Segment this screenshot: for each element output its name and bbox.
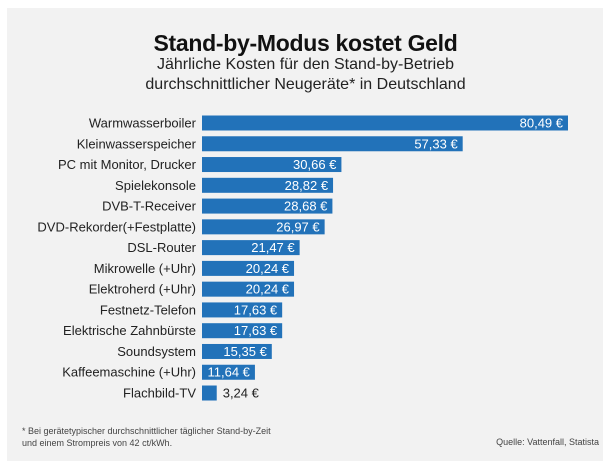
bar [202, 281, 295, 297]
footnote-line-1: * Bei gerätetypischer durchschnittlicher… [22, 426, 271, 436]
bar [202, 198, 333, 214]
category-label: DVD-Rekorder(+Festplatte) [37, 219, 196, 234]
chart-title: Stand-by-Modus kostet Geld [153, 30, 458, 56]
value-label: 28,68 € [284, 199, 328, 214]
chart-subtitle-line-1: Jährliche Kosten für den Stand-by-Betrie… [156, 56, 455, 73]
category-label: Elektroherd (+Uhr) [89, 282, 196, 297]
category-label: Warmwasserboiler [89, 116, 197, 131]
bar [202, 302, 283, 318]
category-label: Kaffeemaschine (+Uhr) [62, 365, 196, 380]
bar [202, 323, 283, 339]
value-label: 26,97 € [276, 219, 320, 234]
source-note: Quelle: Vattenfall, Statista [496, 437, 599, 447]
value-label: 30,66 € [293, 157, 337, 172]
category-label: Elektrische Zahnbürste [63, 323, 196, 338]
value-label: 57,33 € [414, 136, 458, 151]
bar [202, 157, 342, 173]
bar [202, 385, 217, 401]
category-label: PC mit Monitor, Drucker [58, 157, 197, 172]
value-label: 20,24 € [246, 261, 290, 276]
value-label: 17,63 € [234, 323, 278, 338]
category-label: DSL-Router [127, 240, 196, 255]
value-label: 21,47 € [251, 240, 295, 255]
bar [202, 136, 463, 152]
bar [202, 240, 300, 256]
category-label: Kleinwasserspeicher [77, 136, 197, 151]
footnote-line-2: und einem Strompreis von 42 ct/kWh. [22, 438, 173, 448]
category-label: Mikrowelle (+Uhr) [94, 261, 196, 276]
chart-card [7, 8, 603, 461]
bar [202, 115, 568, 131]
category-label: Flachbild-TV [123, 386, 196, 401]
category-label: DVB-T-Receiver [102, 199, 197, 214]
category-label: Festnetz-Telefon [100, 302, 196, 317]
footnote: * Bei gerätetypischer durchschnittlicher… [22, 425, 271, 449]
bar [202, 343, 272, 359]
bar [202, 364, 255, 380]
value-label: 11,64 € [208, 365, 251, 380]
bar [202, 260, 295, 276]
value-label: 15,35 € [223, 344, 267, 359]
value-label: 3,24 € [223, 386, 260, 401]
bar [202, 177, 334, 193]
category-label: Spielekonsole [115, 178, 196, 193]
value-label: 80,49 € [520, 116, 564, 131]
value-label: 28,82 € [285, 178, 329, 193]
chart-subtitle-line-2: durchschnittlicher Neugeräte* in Deutsch… [145, 76, 466, 93]
category-label: Soundsystem [117, 344, 196, 359]
value-label: 20,24 € [246, 282, 290, 297]
bar [202, 219, 325, 235]
value-label: 17,63 € [234, 302, 278, 317]
